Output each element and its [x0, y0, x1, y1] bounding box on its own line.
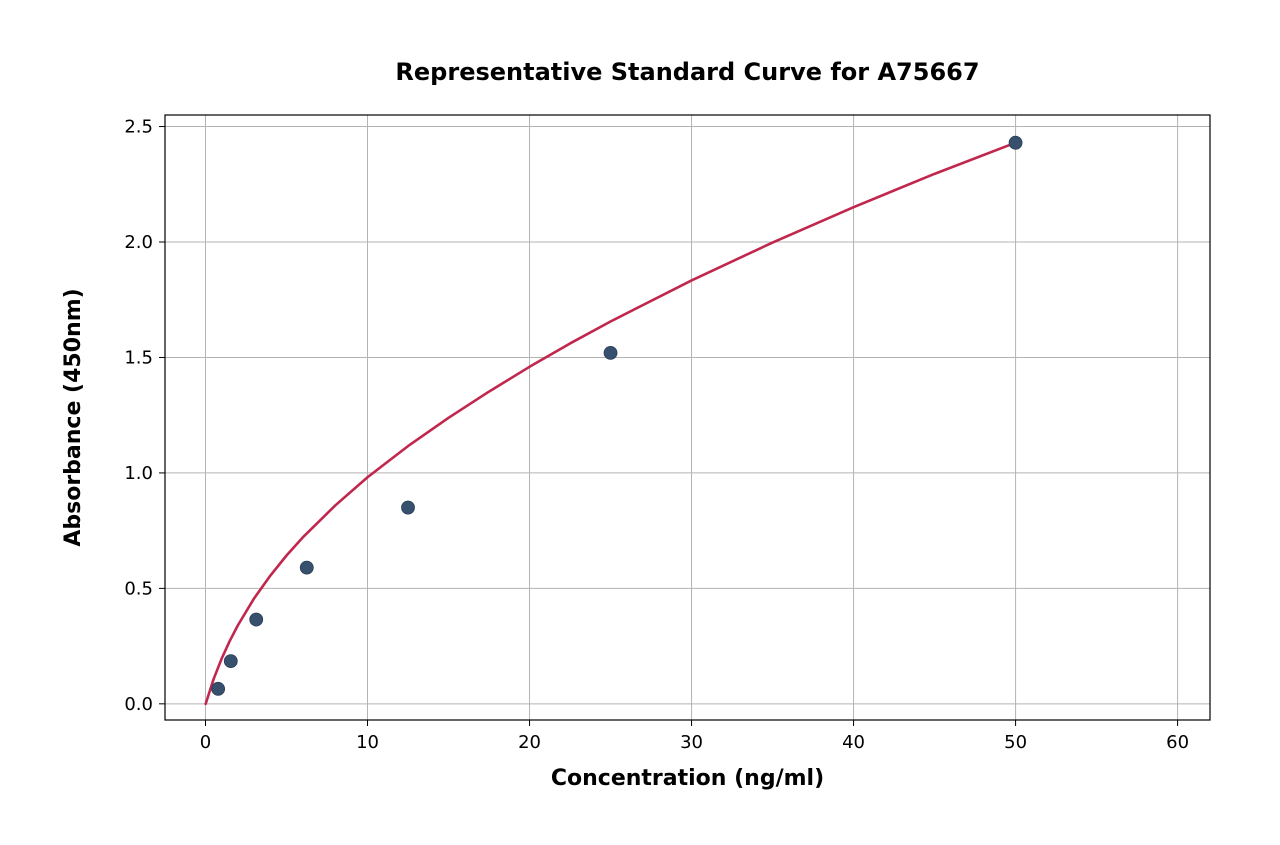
y-tick-label: 0.0	[124, 694, 153, 715]
y-tick-label: 2.5	[124, 117, 153, 138]
y-axis-label: Absorbance (450nm)	[61, 288, 86, 546]
data-point	[250, 613, 263, 626]
y-tick-label: 1.5	[124, 347, 153, 368]
standard-curve-chart: 0 10 20 30 40 50 60 0.0 0.5 1.0 1.5 2.0 2.5 Concentra…	[0, 0, 1280, 845]
x-tick-label: 60	[1166, 732, 1189, 753]
x-tick-label: 0	[200, 732, 211, 753]
x-axis-label: Concentration (ng/ml)	[551, 766, 824, 791]
data-point	[224, 655, 237, 668]
x-tick-label: 20	[518, 732, 541, 753]
y-tick-label: 2.0	[124, 232, 153, 253]
data-point	[300, 561, 313, 574]
data-point	[604, 346, 617, 359]
data-point	[212, 682, 225, 695]
chart-container: 0 10 20 30 40 50 60 0.0 0.5 1.0 1.5 2.0 2.5 Concentra…	[0, 0, 1280, 845]
x-tick-label: 50	[1004, 732, 1027, 753]
data-point	[1009, 136, 1022, 149]
data-point	[402, 501, 415, 514]
x-tick-label: 40	[842, 732, 865, 753]
chart-title: Representative Standard Curve for A75667	[395, 58, 979, 86]
x-tick-label: 30	[680, 732, 703, 753]
x-tick-label: 10	[356, 732, 379, 753]
y-tick-label: 1.0	[124, 463, 153, 484]
y-tick-label: 0.5	[124, 578, 153, 599]
